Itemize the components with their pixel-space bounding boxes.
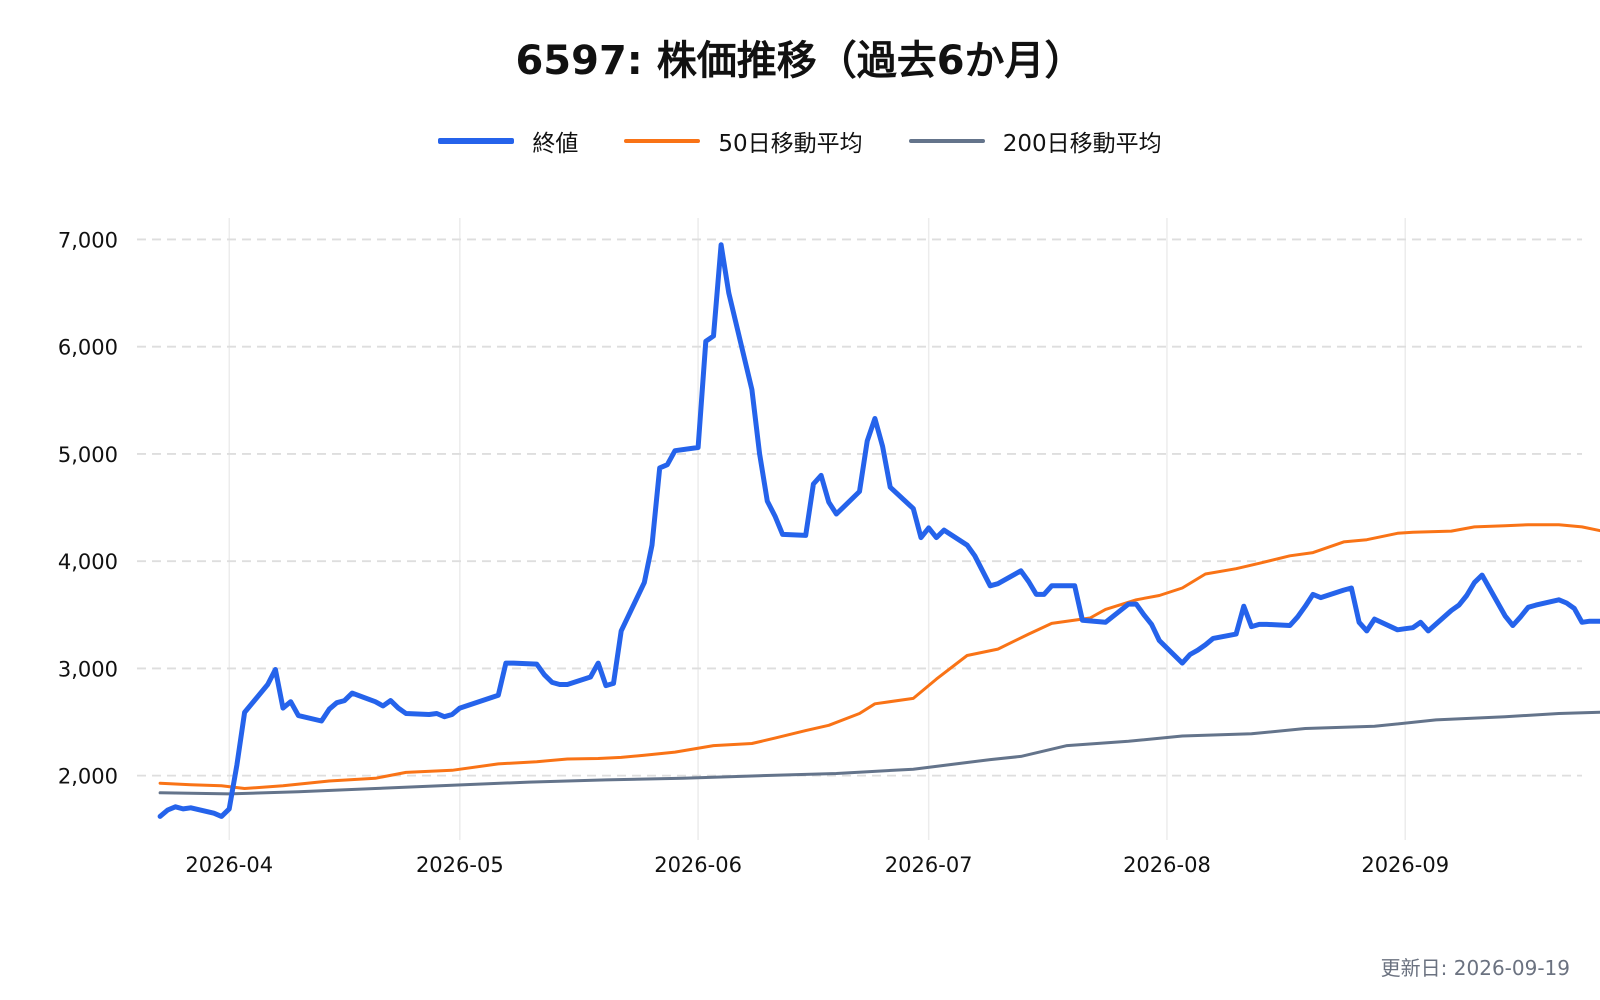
legend-label-ma50: 50日移動平均 (718, 131, 863, 157)
legend-label-ma200: 200日移動平均 (1002, 131, 1162, 157)
legend-item-close: 終値 (438, 124, 578, 158)
y-tick-label: 4,000 (58, 550, 118, 574)
legend-swatch-close (438, 138, 515, 144)
axis-labels: 2026-04 2026-05 2026-06 2026-07 2026-08 2026-… (58, 228, 1449, 877)
x-tick-label: 2026-09 (1361, 853, 1449, 877)
close-price-line (157, 242, 1600, 819)
y-tick-label: 3,000 (58, 657, 118, 681)
legend: 終値 50日移動平均 200日移動平均 (0, 124, 1600, 158)
series-lines (157, 242, 1600, 819)
x-tick-label: 2026-07 (885, 853, 973, 877)
grid (137, 218, 1582, 840)
ma50-line (158, 523, 1600, 790)
y-tick-label: 5,000 (58, 443, 118, 467)
legend-item-ma50: 50日移動平均 (624, 124, 863, 158)
x-tick-label: 2026-08 (1123, 853, 1211, 877)
legend-swatch-ma50 (624, 139, 701, 143)
legend-item-ma200: 200日移動平均 (908, 124, 1162, 158)
x-tick-label: 2026-04 (185, 853, 273, 877)
legend-label-close: 終値 (532, 131, 579, 157)
y-tick-label: 2,000 (58, 765, 118, 789)
ma200-line (158, 710, 1600, 796)
update-date: 更新日: 2026-09-19 (1380, 956, 1570, 980)
x-tick-label: 2026-06 (654, 853, 742, 877)
x-tick-label: 2026-05 (416, 853, 504, 877)
chart-title: 6597: 株価推移（過去6か月） (515, 38, 1085, 84)
y-tick-label: 6,000 (58, 336, 118, 360)
y-tick-label: 7,000 (58, 228, 118, 252)
legend-swatch-ma200 (908, 139, 985, 143)
